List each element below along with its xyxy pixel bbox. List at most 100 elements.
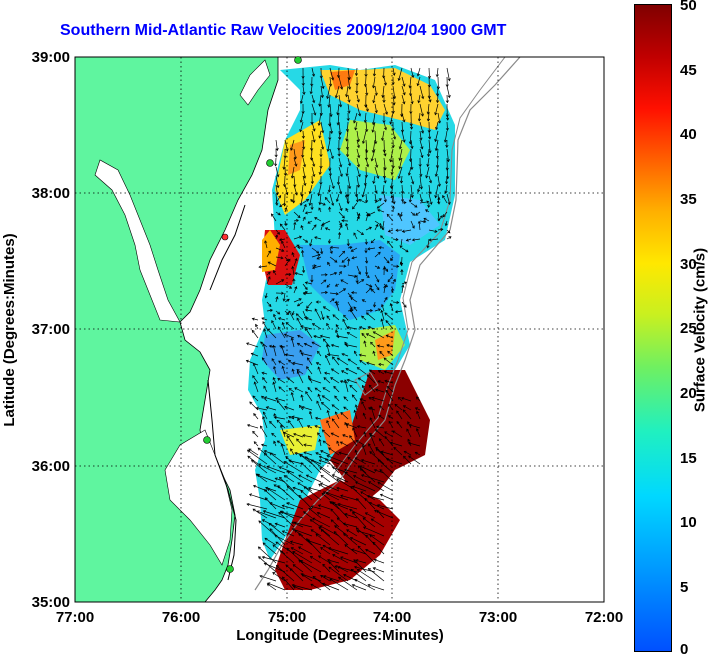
velocity-arrow-head <box>355 440 359 443</box>
velocity-arrow <box>272 572 286 582</box>
velocity-arrow <box>383 297 388 303</box>
velocity-arrow-head <box>351 394 355 398</box>
velocity-arrow-head <box>344 513 348 517</box>
velocity-arrow-head <box>344 341 348 345</box>
velocity-arrow-head <box>280 510 284 514</box>
velocity-arrow <box>329 578 349 591</box>
velocity-arrow <box>272 544 286 555</box>
velocity-arrow-head <box>391 205 395 209</box>
velocity-arrow-head <box>314 425 318 429</box>
velocity-arrow-head <box>328 168 332 172</box>
velocity-arrow <box>323 575 340 582</box>
velocity-arrow <box>322 429 331 438</box>
colorbar-tick: 15 <box>680 450 697 467</box>
velocity-arrow <box>326 344 331 357</box>
velocity-arrow <box>434 103 439 115</box>
velocity-arrow <box>278 317 286 321</box>
velocity-arrow-head <box>321 395 325 399</box>
velocity-arrow-head <box>364 250 368 254</box>
velocity-arrow <box>435 184 439 198</box>
velocity-arrow <box>341 353 349 357</box>
y-axis-label: Latitude (Degrees:Minutes) <box>1 233 18 426</box>
velocity-arrow <box>268 523 286 537</box>
velocity-arrow-head <box>350 249 354 252</box>
velocity-arrow <box>322 564 331 573</box>
velocity-arrow-head <box>405 238 409 242</box>
velocity-arrow <box>347 94 350 103</box>
velocity-arrow-head <box>403 281 408 285</box>
velocity-arrow <box>400 175 403 184</box>
velocity-arrow <box>369 534 385 546</box>
velocity-arrow-head <box>277 212 281 216</box>
velocity-arrow-head <box>271 319 275 324</box>
velocity-arrow <box>418 221 421 231</box>
velocity-arrow <box>308 508 322 519</box>
velocity-arrow-head <box>261 395 265 399</box>
velocity-arrow-head <box>365 129 369 133</box>
velocity-arrow <box>296 438 304 447</box>
velocity-arrow <box>333 386 340 393</box>
velocity-arrow-head <box>372 85 376 89</box>
velocity-arrow <box>446 121 448 131</box>
velocity-arrow <box>292 551 313 564</box>
velocity-arrow-head <box>267 582 271 586</box>
velocity-arrow-head <box>288 285 293 289</box>
velocity-arrow <box>312 576 331 591</box>
velocity-arrow <box>416 428 421 438</box>
velocity-arrow <box>445 220 448 226</box>
velocity-arrow <box>419 139 423 149</box>
velocity-arrow <box>338 220 342 226</box>
velocity-arrow <box>318 112 322 126</box>
velocity-arrow <box>401 193 404 202</box>
velocity-arrow <box>378 414 385 420</box>
velocity-arrow-head <box>434 112 438 116</box>
velocity-arrow <box>293 286 297 294</box>
velocity-arrow <box>287 377 295 384</box>
velocity-arrow-head <box>339 164 343 168</box>
velocity-arrow <box>359 398 367 402</box>
velocity-arrow <box>336 517 349 528</box>
velocity-arrow-head <box>379 350 383 354</box>
velocity-arrow-head <box>337 576 342 580</box>
velocity-arrow <box>410 94 413 104</box>
velocity-arrow-head <box>255 473 259 477</box>
velocity-arrow-head <box>416 410 420 414</box>
velocity-arrow-head <box>381 303 385 308</box>
velocity-arrow-head <box>321 85 325 90</box>
velocity-arrow-head <box>308 377 312 381</box>
velocity-arrow <box>337 112 340 125</box>
velocity-arrow <box>377 209 385 213</box>
velocity-arrow <box>374 184 377 193</box>
velocity-arrow <box>292 528 313 537</box>
velocity-arrow-head <box>346 332 350 335</box>
velocity-arrow-head <box>311 266 316 270</box>
velocity-arrow <box>356 94 360 102</box>
velocity-arrow-head <box>419 186 423 190</box>
velocity-arrow-head <box>370 518 374 522</box>
velocity-arrow-head <box>286 485 290 489</box>
velocity-arrow-head <box>344 343 348 347</box>
velocity-arrow <box>276 565 295 582</box>
velocity-arrow-head <box>335 302 339 306</box>
velocity-arrow-head <box>262 377 266 381</box>
velocity-arrow <box>326 455 349 465</box>
velocity-arrow <box>357 367 367 375</box>
velocity-arrow-head <box>345 146 350 150</box>
velocity-arrow <box>328 447 340 456</box>
velocity-arrow <box>365 85 368 96</box>
velocity-arrow <box>267 582 286 591</box>
velocity-arrow <box>279 202 286 207</box>
velocity-arrow <box>300 560 322 573</box>
velocity-arrow-head <box>279 550 283 554</box>
velocity-arrow-head <box>376 344 381 348</box>
velocity-arrow-head <box>299 119 303 123</box>
velocity-arrow <box>384 380 394 384</box>
velocity-arrow-head <box>298 494 302 498</box>
velocity-arrow <box>303 292 313 295</box>
velocity-arrow-head <box>334 259 338 263</box>
velocity-arrow-head <box>419 137 423 141</box>
velocity-arrow <box>392 288 394 294</box>
velocity-arrow-head <box>361 140 366 144</box>
velocity-arrow <box>261 395 268 402</box>
velocity-arrow-head <box>347 457 351 460</box>
